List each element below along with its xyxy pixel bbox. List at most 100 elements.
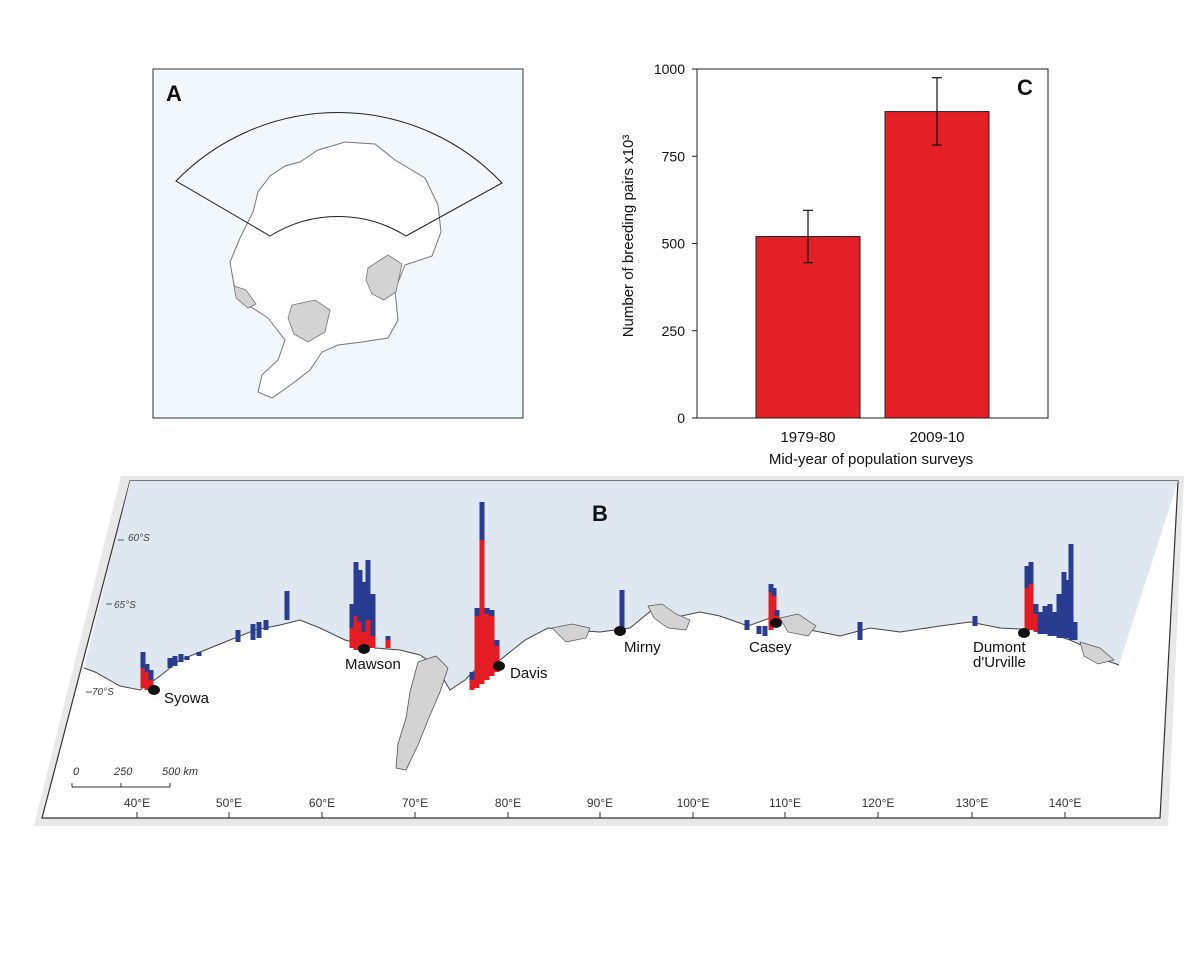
y-tick-label: 0 xyxy=(677,410,685,426)
colony-bar-earlier xyxy=(1033,614,1039,632)
colony-bar-earlier xyxy=(349,628,355,648)
bar xyxy=(884,111,990,419)
ice-shelf-casey xyxy=(779,613,817,637)
colony-bar-recent xyxy=(857,622,863,640)
station-label-davis: Davis xyxy=(510,665,548,682)
chart-bars xyxy=(755,111,990,419)
colony-bar-earlier xyxy=(385,640,391,648)
colony-bar-recent xyxy=(762,626,768,636)
panel-a: A xyxy=(152,68,524,419)
colony-bar-recent xyxy=(370,594,376,648)
colony-bar-earlier xyxy=(1028,584,1034,630)
chart-plot-area xyxy=(696,68,1049,419)
colony-bar-recent xyxy=(353,562,359,650)
lon-tick-label: 120°E xyxy=(862,796,895,810)
colony-bar-recent xyxy=(756,626,762,634)
lat-label-60: 60°S xyxy=(128,533,150,544)
lon-tick-label: 110°E xyxy=(769,796,801,810)
chart-x-ticks: 1979-80 2009-10 xyxy=(780,429,964,446)
ice-shelf-mertz xyxy=(1079,641,1115,665)
y-tick-label: 500 xyxy=(662,236,686,252)
study-sector-outline xyxy=(175,112,503,237)
y-tick-label: 1000 xyxy=(654,61,685,77)
panel-c-letter: C xyxy=(1017,75,1033,100)
x-tick-label: 2009-10 xyxy=(909,429,964,446)
colony-bar-recent xyxy=(361,582,367,648)
colony-bar-recent xyxy=(1047,604,1053,636)
colony-bar-recent xyxy=(1065,580,1071,638)
colony-bar-recent xyxy=(178,654,184,662)
colony-bar-earlier xyxy=(494,646,500,672)
colony-bar-recent xyxy=(196,652,202,656)
colony-bar-recent xyxy=(172,656,178,666)
colony-bar-recent xyxy=(263,620,269,630)
station-label-dumont: Dumont xyxy=(973,639,1026,656)
station-marker-dumont xyxy=(1018,628,1030,638)
y-tick-label: 750 xyxy=(662,148,686,164)
colony-bar-recent xyxy=(1061,572,1067,638)
bar xyxy=(755,236,861,419)
colony-bar-recent xyxy=(184,656,190,660)
colony-bar-recent xyxy=(1068,544,1074,640)
colony-bar-recent xyxy=(1056,594,1062,638)
colony-bar-earlier xyxy=(484,614,490,680)
amery-ice-shelf xyxy=(395,655,449,771)
lon-tick-label: 90°E xyxy=(587,796,613,810)
colony-bar-earlier xyxy=(140,668,146,688)
colony-bar-recent xyxy=(744,620,750,630)
lon-tick-label: 60°E xyxy=(309,796,335,810)
lat-label-65: 65°S xyxy=(114,600,136,611)
lon-tick-label: 130°E xyxy=(956,796,989,810)
panel-b-letter: B xyxy=(592,501,608,526)
colony-bar-recent xyxy=(1042,606,1048,634)
chart-error-bars xyxy=(803,77,942,264)
station-marker-mawson xyxy=(358,644,370,654)
scale-label-0: 0 xyxy=(73,766,80,778)
colony-bar-recent xyxy=(167,658,173,668)
ice-shelf-west xyxy=(647,603,691,631)
lon-tick-label: 80°E xyxy=(495,796,521,810)
colony-bar-recent xyxy=(349,604,355,648)
colony-bar-recent xyxy=(1072,622,1078,640)
antarctica-landmass xyxy=(229,141,442,399)
station-label-durville: d'Urville xyxy=(973,654,1026,671)
amery-shelf-a xyxy=(233,285,257,309)
panel-a-letter: A xyxy=(166,81,182,106)
colony-bar-earlier xyxy=(469,680,475,690)
lon-tick-label: 100°E xyxy=(677,796,710,810)
lon-tick-label: 140°E xyxy=(1049,796,1082,810)
colony-bar-recent xyxy=(256,622,262,638)
colony-bar-earlier xyxy=(771,596,777,626)
ronne-ice-shelf xyxy=(287,299,331,343)
station-marker-mirny xyxy=(614,626,626,636)
colony-bar-recent xyxy=(365,560,371,648)
lon-tick-label: 70°E xyxy=(402,796,428,810)
colony-bars xyxy=(140,502,1078,692)
colony-bar-recent xyxy=(357,570,363,650)
panel-b: 60°S 65°S 70°S Syowa Mawson Davis Mirny … xyxy=(34,476,1184,826)
colony-bar-earlier xyxy=(357,622,363,650)
scale-label-250: 250 xyxy=(113,766,133,778)
colony-bar-recent xyxy=(972,616,978,626)
colony-bar-earlier xyxy=(479,540,485,684)
colony-bar-earlier xyxy=(1024,588,1030,632)
station-label-syowa: Syowa xyxy=(164,690,210,707)
colony-bar-recent xyxy=(235,630,241,642)
colony-bar-recent xyxy=(1052,612,1058,636)
station-label-mawson: Mawson xyxy=(345,656,401,673)
lon-tick-label: 50°E xyxy=(216,796,242,810)
ross-ice-shelf xyxy=(365,254,403,301)
colony-bar-earlier xyxy=(353,616,359,650)
colony-bar-recent xyxy=(1037,612,1043,634)
longitude-ticks: 40°E 50°E 60°E 70°E 80°E 90°E 100°E 110°E 120°E 1… xyxy=(124,796,1081,818)
colony-bar-earlier xyxy=(489,616,495,676)
colony-bar-earlier xyxy=(144,672,150,690)
station-label-casey: Casey xyxy=(749,639,792,656)
colony-bar-earlier xyxy=(474,616,480,688)
station-marker-casey xyxy=(770,618,782,628)
colony-bar-recent xyxy=(619,590,625,632)
x-tick-label: 1979-80 xyxy=(780,429,835,446)
colony-bar-recent xyxy=(250,624,256,640)
ice-shelf-shackleton xyxy=(551,623,591,643)
